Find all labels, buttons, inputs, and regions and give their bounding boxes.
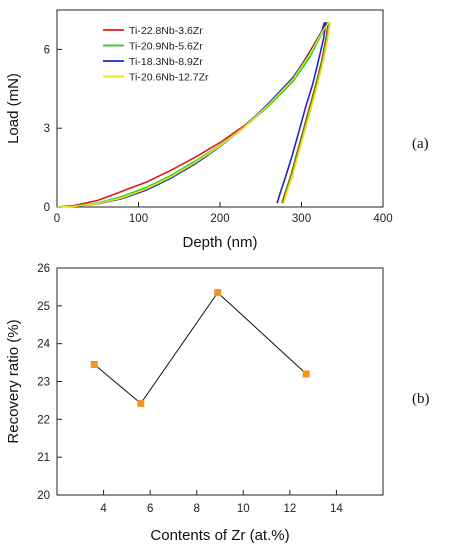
load-depth-chart: 0 100 200 300 400 0 3 6 Ti-22.8Nb-3.6Zr Ti-20.9… (5, 9, 429, 251)
x-tick-label-b: 10 (237, 503, 250, 515)
x-tick-label-b: 8 (194, 503, 200, 515)
x-tick-label-a: 0 (54, 213, 60, 225)
data-points-b (90, 289, 310, 407)
legend-entry: Ti-18.3Nb-8.9Zr (129, 56, 203, 68)
panel-label-b: (b) (412, 391, 430, 407)
data-point (90, 360, 98, 368)
legend-entry: Ti-22.8Nb-3.6Zr (129, 25, 203, 37)
legend-a: Ti-22.8Nb-3.6Zr Ti-20.9Nb-5.6Zr Ti-18.3Nb-… (103, 25, 209, 84)
y-axis-label-a: Load (mN) (5, 73, 22, 144)
x-tick-label-b: 4 (100, 503, 107, 515)
x-tick-label-b: 14 (330, 503, 343, 515)
y-tick-label-b: 21 (37, 452, 50, 464)
x-tick-label-b: 6 (147, 503, 153, 515)
panel-label-a: (a) (412, 136, 429, 152)
y-axis-a: 0 3 6 (44, 44, 62, 214)
x-axis-a: 0 100 200 300 400 (54, 202, 393, 225)
y-tick-label-b: 25 (37, 301, 50, 313)
series-line (56, 22, 331, 208)
x-tick-label-a: 300 (292, 213, 311, 225)
connector-line (93, 291, 307, 405)
x-axis-label-a: Depth (nm) (182, 234, 257, 251)
x-axis-b: 4 6 8 10 12 14 (100, 490, 343, 515)
y-tick-label-b: 22 (37, 414, 50, 426)
legend-entry: Ti-20.6Nb-12.7Zr (129, 72, 209, 84)
recovery-ratio-chart: 4 6 8 10 12 14 20 21 22 23 24 25 26 Contents of Zr … (5, 263, 430, 544)
y-axis-label-b: Recovery ratio (%) (5, 319, 22, 443)
series-lines-a (56, 22, 331, 208)
data-point (214, 289, 222, 297)
y-tick-label-b: 26 (37, 263, 50, 275)
y-tick-label-a: 0 (44, 202, 50, 214)
x-tick-label-a: 100 (129, 213, 148, 225)
x-tick-label-a: 400 (373, 213, 392, 225)
x-axis-label-b: Contents of Zr (at.%) (150, 527, 289, 544)
legend-entry: Ti-20.9Nb-5.6Zr (129, 41, 203, 53)
data-point (137, 399, 145, 407)
x-tick-label-a: 200 (210, 213, 229, 225)
x-tick-label-b: 12 (283, 503, 296, 515)
plot-frame-b (56, 267, 384, 496)
y-tick-label-b: 24 (37, 339, 50, 351)
y-tick-label-a: 3 (44, 123, 50, 135)
data-point (302, 370, 310, 378)
series-line (56, 22, 331, 208)
y-tick-label-a: 6 (44, 44, 50, 56)
y-tick-label-b: 20 (37, 490, 50, 502)
y-axis-b: 20 21 22 23 24 25 26 (37, 263, 62, 502)
series-line-b (93, 291, 307, 405)
plot-frame-a (56, 9, 384, 208)
y-tick-label-b: 23 (37, 377, 50, 389)
